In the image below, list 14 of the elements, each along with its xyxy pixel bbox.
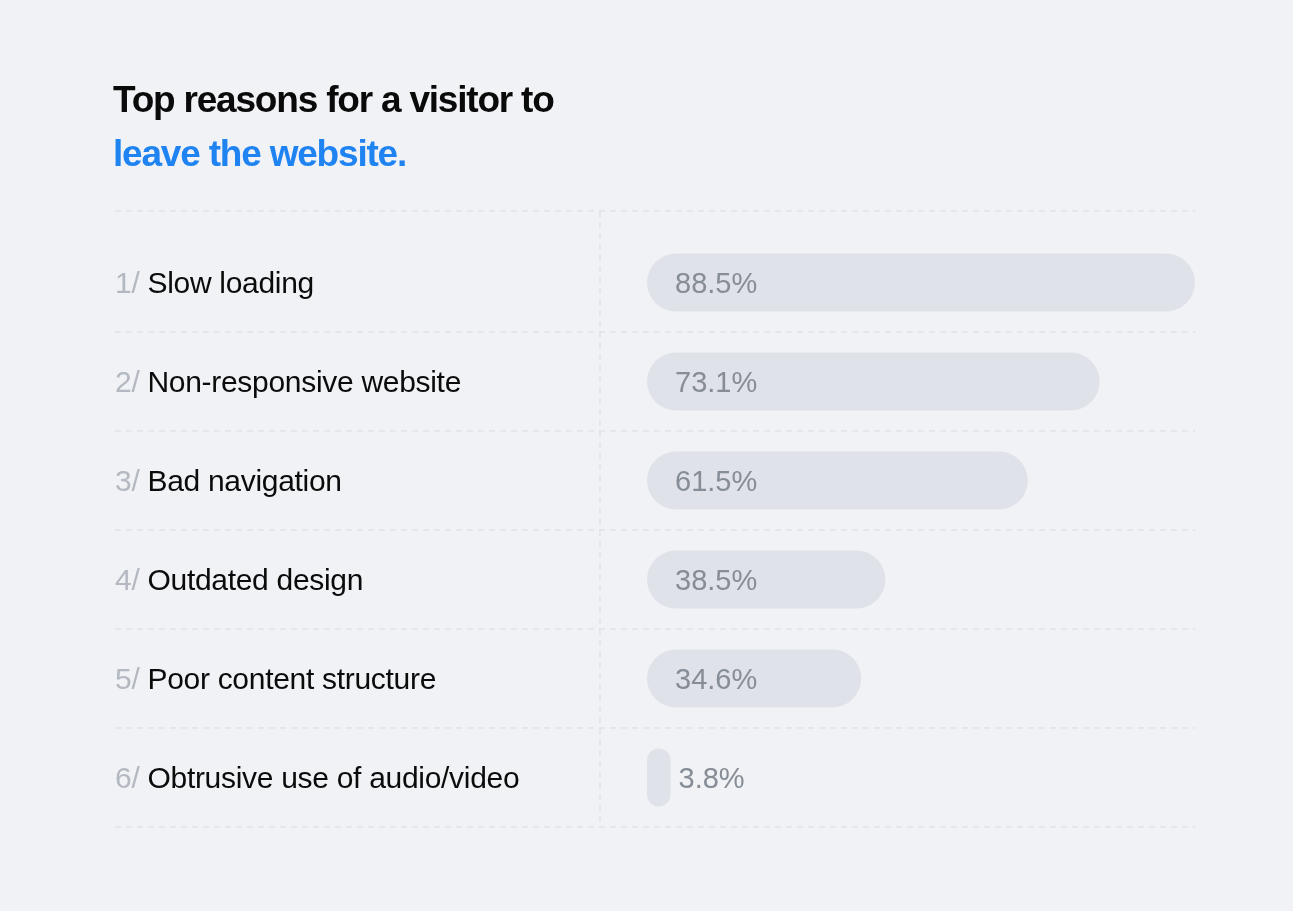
y-tick-label: 4/ Outdated design xyxy=(115,563,364,596)
text: Top reasons for a visitor to xyxy=(113,79,555,120)
data-label: 73.1% xyxy=(675,365,758,398)
y-tick-label: 6/ Obtrusive use of audio/video xyxy=(115,761,520,794)
data-label: 38.5% xyxy=(675,563,758,596)
data-label: 61.5% xyxy=(675,464,758,497)
y-tick-label: 2/ Non-responsive website xyxy=(115,365,462,398)
data-label: 34.6% xyxy=(675,662,758,695)
y-tick-label: 5/ Poor content structure xyxy=(115,662,437,695)
text: leave the website. xyxy=(113,133,407,174)
data-label: 3.8% xyxy=(678,761,745,794)
y-tick-label: 3/ Bad navigation xyxy=(115,464,342,497)
y-tick-label: 1/ Slow loading xyxy=(115,266,314,299)
data-label: 88.5% xyxy=(675,266,758,299)
